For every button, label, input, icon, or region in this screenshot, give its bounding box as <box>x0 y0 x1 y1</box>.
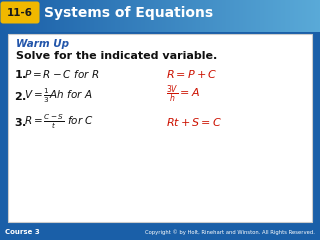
Text: $P = R - C$ for $R$: $P = R - C$ for $R$ <box>24 68 99 80</box>
Text: Solve for the indicated variable.: Solve for the indicated variable. <box>16 51 217 61</box>
Text: $R = P + C$: $R = P + C$ <box>166 68 218 80</box>
FancyBboxPatch shape <box>8 34 312 222</box>
Text: Copyright © by Holt, Rinehart and Winston. All Rights Reserved.: Copyright © by Holt, Rinehart and Winsto… <box>145 229 315 235</box>
Text: $\mathbf{2.}$: $\mathbf{2.}$ <box>14 90 27 102</box>
Text: Systems of Equations: Systems of Equations <box>44 6 213 19</box>
Text: $\frac{3V}{h} = A$: $\frac{3V}{h} = A$ <box>166 83 200 105</box>
Text: Course 3: Course 3 <box>5 229 40 235</box>
Text: $R = \frac{C - S}{t}$ for $C$: $R = \frac{C - S}{t}$ for $C$ <box>24 113 94 131</box>
Text: $V = \frac{1}{3}Ah$ for $A$: $V = \frac{1}{3}Ah$ for $A$ <box>24 87 93 105</box>
Text: $\mathbf{3.}$: $\mathbf{3.}$ <box>14 116 27 128</box>
FancyBboxPatch shape <box>1 1 39 24</box>
Text: $Rt + S = C$: $Rt + S = C$ <box>166 116 222 128</box>
Text: $\mathbf{1.}$: $\mathbf{1.}$ <box>14 68 27 80</box>
Text: 11-6: 11-6 <box>7 7 33 18</box>
Bar <box>0 224 320 240</box>
Text: Warm Up: Warm Up <box>16 39 69 49</box>
